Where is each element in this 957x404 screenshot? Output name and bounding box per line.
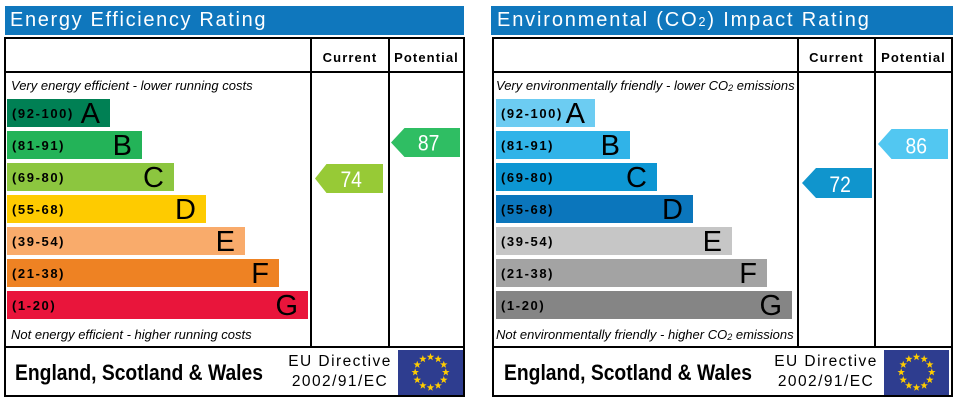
- svg-text:87: 87: [418, 131, 440, 156]
- svg-text:74: 74: [340, 167, 362, 192]
- svg-text:72: 72: [829, 172, 851, 197]
- svg-text:86: 86: [906, 134, 928, 159]
